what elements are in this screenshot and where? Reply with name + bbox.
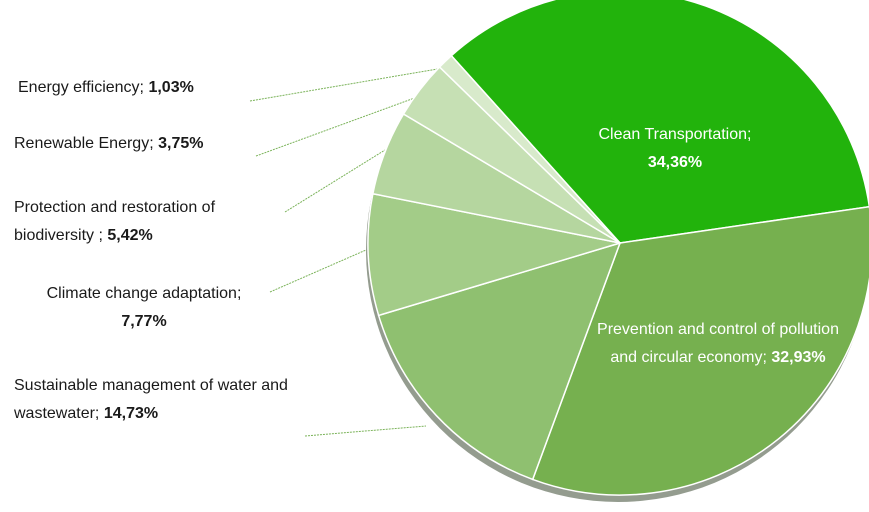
category-name: Sustainable management of water and wast…	[14, 377, 288, 422]
category-name: Clean Transportation;	[598, 126, 752, 143]
value-label: 7,77%	[121, 313, 167, 330]
pie-slice	[531, 205, 869, 496]
slice-label: Prevention and control of pollution and …	[588, 316, 848, 372]
pie-slice	[377, 241, 622, 481]
slice-label: Renewable Energy; 3,75%	[14, 130, 314, 158]
slice-label: Climate change adaptation; 7,77%	[14, 280, 274, 336]
pie-slice	[450, 0, 869, 244]
value-label: 32,93%	[771, 349, 826, 366]
leader-lines	[249, 65, 456, 437]
value-label: 5,42%	[107, 227, 153, 244]
category-name: Renewable Energy;	[14, 135, 154, 152]
pie-slice	[438, 54, 621, 244]
category-name: Energy efficiency;	[18, 79, 144, 96]
slice-label: Sustainable management of water and wast…	[14, 372, 314, 428]
value-label: 3,75%	[158, 135, 204, 152]
leader-line	[255, 95, 421, 157]
leader-line	[269, 249, 367, 293]
leader-line	[304, 425, 427, 437]
leader-line	[284, 149, 386, 213]
leader-line	[249, 65, 456, 102]
value-label: 14,73%	[103, 405, 159, 422]
category-name: Climate change adaptation;	[46, 285, 242, 302]
slice-label: Clean Transportation; 34,36%	[560, 121, 790, 177]
pie-slice	[367, 192, 621, 317]
value-label: 34,36%	[647, 154, 703, 171]
slice-label: Protection and restoration of biodiversi…	[14, 194, 286, 250]
value-label: 1,03%	[148, 79, 194, 96]
category-name: Prevention and control of pollution and …	[597, 321, 839, 366]
slice-label: Energy efficiency; 1,03%	[18, 74, 318, 102]
category-name: Protection and restoration of biodiversi…	[14, 199, 216, 244]
